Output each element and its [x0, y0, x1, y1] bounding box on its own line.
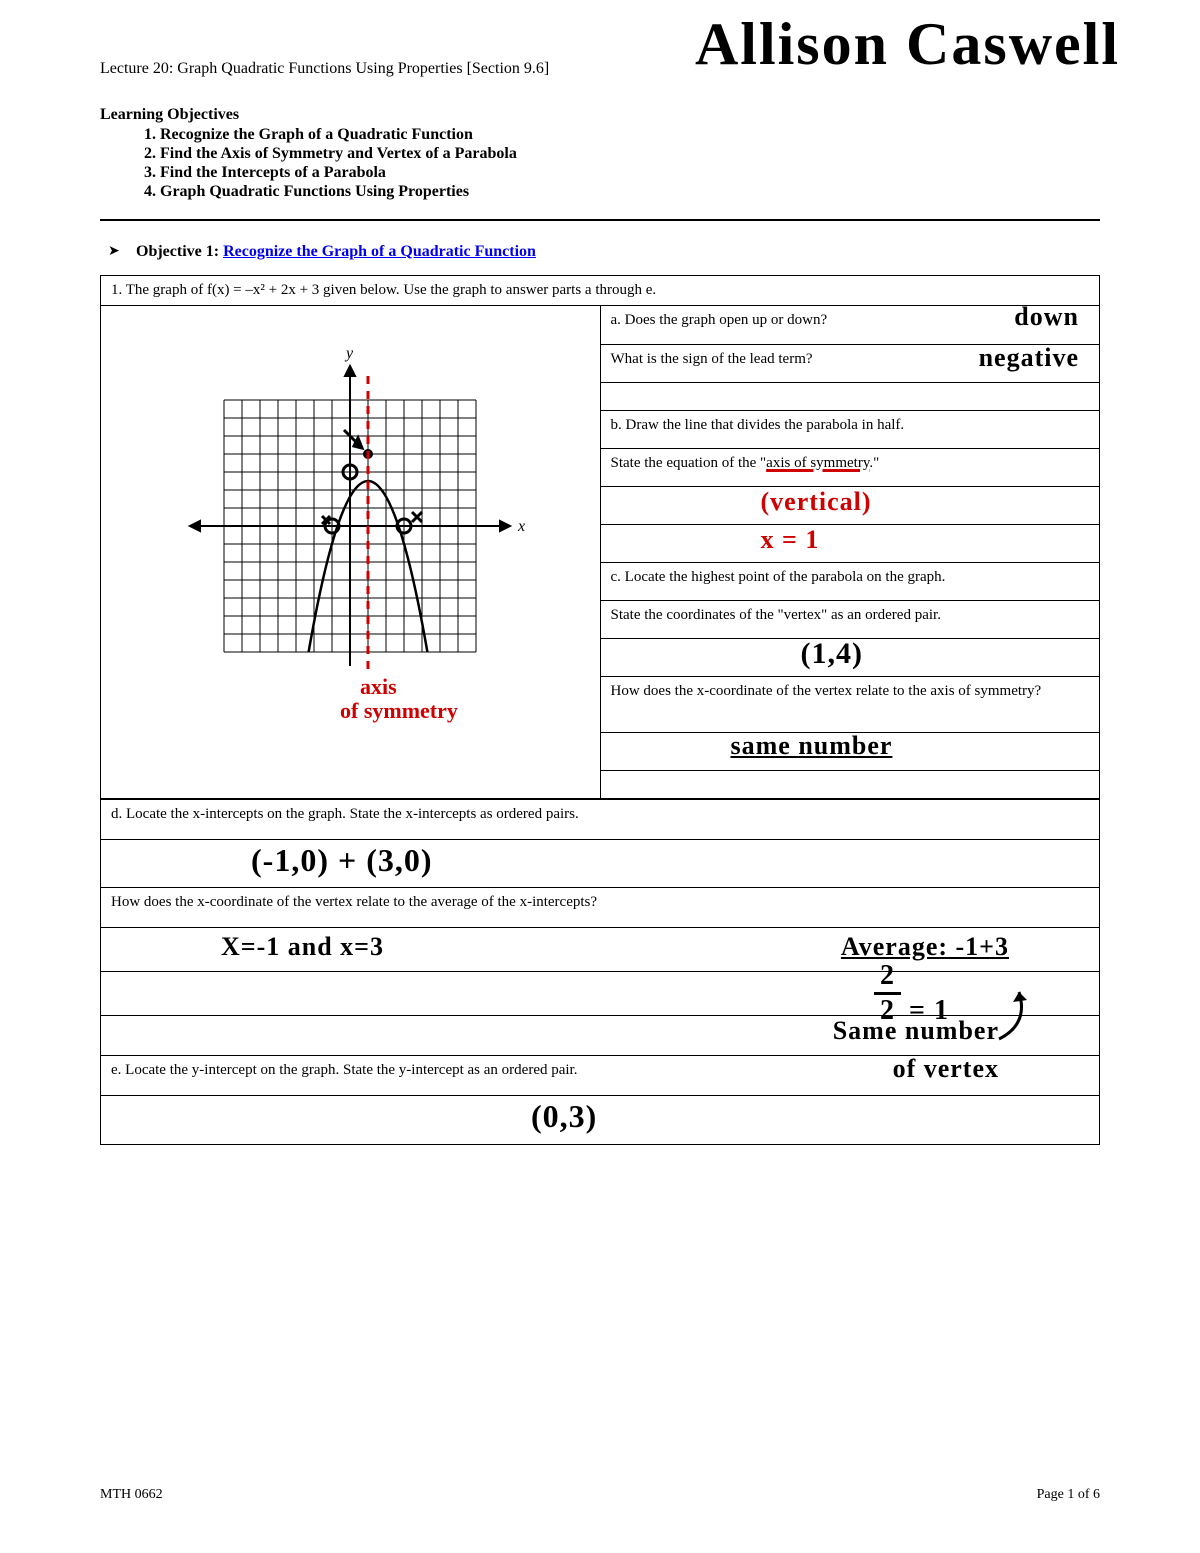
answer-lead: negative	[979, 343, 1079, 373]
answer-b1-row: (vertical)	[601, 486, 1100, 524]
answer-same-number: same number	[731, 731, 893, 761]
problem-intro: 1. The graph of f(x) = –x² + 2x + 3 give…	[101, 276, 1100, 306]
objective-1-link[interactable]: Recognize the Graph of a Quadratic Funct…	[223, 243, 536, 260]
answer-x-equals-1: x = 1	[761, 525, 820, 555]
objective-1-label: Objective 1:	[136, 243, 219, 260]
learning-objectives-heading: Learning Objectives	[100, 106, 1100, 124]
answer-of-vertex: of vertex	[893, 1054, 999, 1084]
answer-vertical: (vertical)	[761, 487, 872, 517]
course-code: MTH 0662	[100, 1487, 163, 1503]
question-a: a. Does the graph open up or down? down	[601, 306, 1100, 344]
answer-c-relate-row: same number	[601, 732, 1100, 770]
answer-d-relate-2: 2 2 = 1	[101, 972, 1099, 1016]
objective-item: Find the Axis of Symmetry and Vertex of …	[160, 145, 1100, 163]
objective-item: Recognize the Graph of a Quadratic Funct…	[160, 126, 1100, 144]
arrow-icon	[989, 984, 1039, 1044]
question-e: e. Locate the y-intercept on the graph. …	[101, 1056, 1099, 1096]
question-b: b. Draw the line that divides the parabo…	[601, 410, 1100, 448]
answer-d-row: (-1,0) + (3,0)	[101, 840, 1099, 888]
worksheet-table: 1. The graph of f(x) = –x² + 2x + 3 give…	[100, 275, 1100, 1145]
student-name: Allison Caswell	[695, 10, 1120, 79]
y-axis-label: y	[344, 345, 354, 362]
axis-annotation: of symmetry	[340, 698, 458, 723]
objective-1-line: Objective 1: Recognize the Graph of a Qu…	[100, 243, 1100, 261]
answer-c-row: (1,4)	[601, 638, 1100, 676]
page-number: Page 1 of 6	[1037, 1487, 1100, 1503]
page-footer: MTH 0662 Page 1 of 6	[100, 1487, 1100, 1503]
question-c-relate: How does the x-coordinate of the vertex …	[601, 676, 1100, 732]
question-lead-term: What is the sign of the lead term? negat…	[601, 344, 1100, 382]
question-d: d. Locate the x-intercepts on the graph.…	[101, 800, 1099, 840]
question-c-state: State the coordinates of the "vertex" as…	[601, 600, 1100, 638]
parabola-graph: x y	[170, 336, 530, 726]
answer-average: Average: -1+3	[841, 932, 1009, 962]
answer-d-relate-3: Same number	[101, 1016, 1099, 1056]
answer-b2-row: x = 1	[601, 524, 1100, 562]
bottom-section: d. Locate the x-intercepts on the graph.…	[101, 799, 1100, 1145]
question-c: c. Locate the highest point of the parab…	[601, 562, 1100, 600]
answer-e-row: (0,3)	[101, 1096, 1099, 1144]
objectives-list: Recognize the Graph of a Quadratic Funct…	[100, 126, 1100, 201]
objective-item: Find the Intercepts of a Parabola	[160, 164, 1100, 182]
axis-annotation: axis	[360, 674, 397, 699]
answer-x-values: X=-1 and x=3	[221, 932, 384, 962]
divider	[100, 219, 1100, 221]
graph-cell: x y	[101, 306, 601, 799]
blank-row	[601, 382, 1100, 410]
question-b-state: State the equation of the "axis of symme…	[601, 448, 1100, 486]
question-d-relate: How does the x-coordinate of the vertex …	[101, 888, 1099, 928]
x-axis-label: x	[517, 518, 525, 535]
answer-y-intercept: (0,3)	[531, 1098, 597, 1135]
questions-column: a. Does the graph open up or down? down …	[600, 306, 1100, 799]
answer-vertex: (1,4)	[801, 637, 863, 671]
blank-row	[601, 770, 1100, 798]
objective-item: Graph Quadratic Functions Using Properti…	[160, 183, 1100, 201]
answer-same-number-2: Same number	[833, 1016, 999, 1046]
answer-a: down	[1014, 302, 1079, 332]
answer-d-relate-1: X=-1 and x=3 Average: -1+3	[101, 928, 1099, 972]
answer-x-intercepts: (-1,0) + (3,0)	[251, 842, 433, 879]
